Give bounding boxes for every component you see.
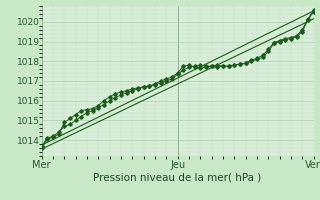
X-axis label: Pression niveau de la mer( hPa ): Pression niveau de la mer( hPa ) bbox=[93, 173, 262, 183]
